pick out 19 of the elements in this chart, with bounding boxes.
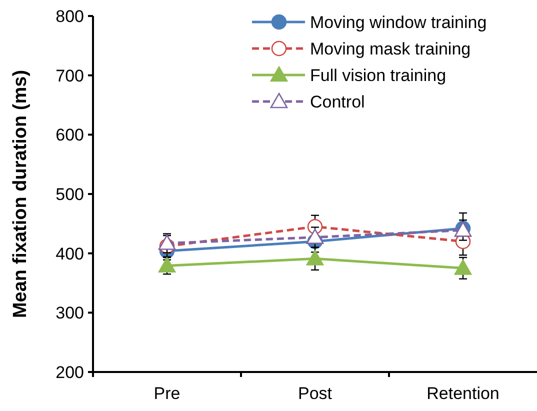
x-tick-label: Pre xyxy=(154,384,180,403)
legend-label: Moving window training xyxy=(310,12,487,32)
legend-label: Full vision training xyxy=(310,66,446,85)
y-tick-label: 800 xyxy=(56,6,84,26)
y-tick-label: 700 xyxy=(56,66,84,86)
y-tick-label: 200 xyxy=(56,362,84,382)
point xyxy=(306,250,324,266)
x-tick-label: Post xyxy=(298,384,332,403)
legend-label: Control xyxy=(310,92,365,112)
legend-label: Moving mask training xyxy=(310,39,471,58)
y-tick-label: 600 xyxy=(56,126,84,145)
y-axis-title: Mean fixation duration (ms) xyxy=(10,70,31,318)
x-tick-label: Retention xyxy=(426,384,500,403)
point xyxy=(158,234,176,250)
y-tick-label: 300 xyxy=(56,304,84,323)
point xyxy=(454,260,472,275)
y-tick-label: 500 xyxy=(56,184,84,204)
y-tick-label: 400 xyxy=(56,244,84,264)
point xyxy=(306,228,324,244)
